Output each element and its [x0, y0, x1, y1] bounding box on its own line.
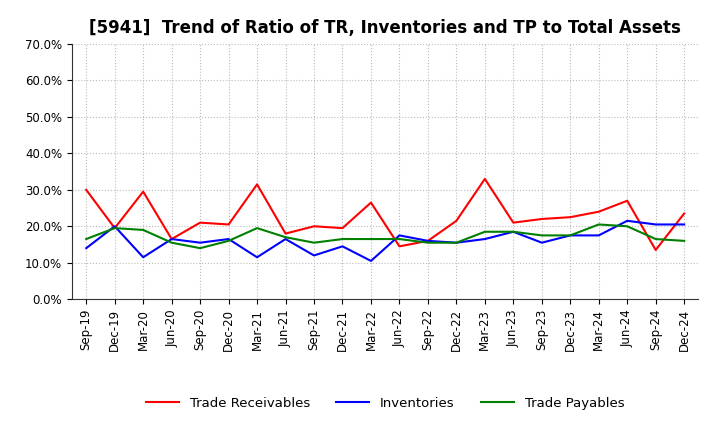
Inventories — [167, 236, 176, 242]
Inventories — [537, 240, 546, 246]
Inventories — [423, 238, 432, 243]
Trade Receivables — [423, 238, 432, 243]
Line: Trade Payables: Trade Payables — [86, 224, 684, 248]
Inventories — [623, 218, 631, 224]
Inventories — [82, 246, 91, 251]
Line: Inventories: Inventories — [86, 221, 684, 261]
Inventories — [509, 229, 518, 235]
Trade Receivables — [452, 218, 461, 224]
Trade Receivables — [537, 216, 546, 222]
Inventories — [366, 258, 375, 264]
Trade Receivables — [225, 222, 233, 227]
Inventories — [196, 240, 204, 246]
Inventories — [566, 233, 575, 238]
Trade Payables — [366, 236, 375, 242]
Trade Payables — [82, 236, 91, 242]
Trade Payables — [623, 224, 631, 229]
Trade Payables — [595, 222, 603, 227]
Inventories — [652, 222, 660, 227]
Trade Payables — [452, 240, 461, 246]
Inventories — [110, 224, 119, 229]
Trade Payables — [480, 229, 489, 235]
Trade Payables — [196, 246, 204, 251]
Trade Receivables — [566, 215, 575, 220]
Trade Payables — [139, 227, 148, 233]
Trade Receivables — [310, 224, 318, 229]
Trade Receivables — [680, 211, 688, 216]
Inventories — [225, 236, 233, 242]
Line: Trade Receivables: Trade Receivables — [86, 179, 684, 250]
Trade Receivables — [338, 225, 347, 231]
Trade Payables — [338, 236, 347, 242]
Title: [5941]  Trend of Ratio of TR, Inventories and TP to Total Assets: [5941] Trend of Ratio of TR, Inventories… — [89, 19, 681, 37]
Inventories — [395, 233, 404, 238]
Trade Receivables — [110, 225, 119, 231]
Trade Payables — [225, 238, 233, 243]
Trade Receivables — [509, 220, 518, 225]
Trade Payables — [566, 233, 575, 238]
Trade Payables — [110, 225, 119, 231]
Inventories — [595, 233, 603, 238]
Inventories — [480, 236, 489, 242]
Trade Receivables — [395, 244, 404, 249]
Trade Payables — [537, 233, 546, 238]
Trade Receivables — [82, 187, 91, 192]
Inventories — [452, 240, 461, 246]
Trade Payables — [509, 229, 518, 235]
Trade Receivables — [623, 198, 631, 203]
Trade Payables — [652, 236, 660, 242]
Inventories — [282, 236, 290, 242]
Trade Payables — [395, 236, 404, 242]
Trade Payables — [282, 235, 290, 240]
Trade Receivables — [196, 220, 204, 225]
Inventories — [310, 253, 318, 258]
Trade Payables — [423, 240, 432, 246]
Legend: Trade Receivables, Inventories, Trade Payables: Trade Receivables, Inventories, Trade Pa… — [141, 392, 629, 415]
Inventories — [338, 244, 347, 249]
Inventories — [139, 255, 148, 260]
Trade Receivables — [167, 236, 176, 242]
Trade Receivables — [366, 200, 375, 205]
Trade Payables — [310, 240, 318, 246]
Inventories — [680, 222, 688, 227]
Trade Payables — [680, 238, 688, 243]
Trade Receivables — [480, 176, 489, 182]
Trade Receivables — [282, 231, 290, 236]
Inventories — [253, 255, 261, 260]
Trade Receivables — [253, 182, 261, 187]
Trade Payables — [167, 240, 176, 246]
Trade Receivables — [139, 189, 148, 194]
Trade Receivables — [652, 247, 660, 253]
Trade Receivables — [595, 209, 603, 214]
Trade Payables — [253, 225, 261, 231]
